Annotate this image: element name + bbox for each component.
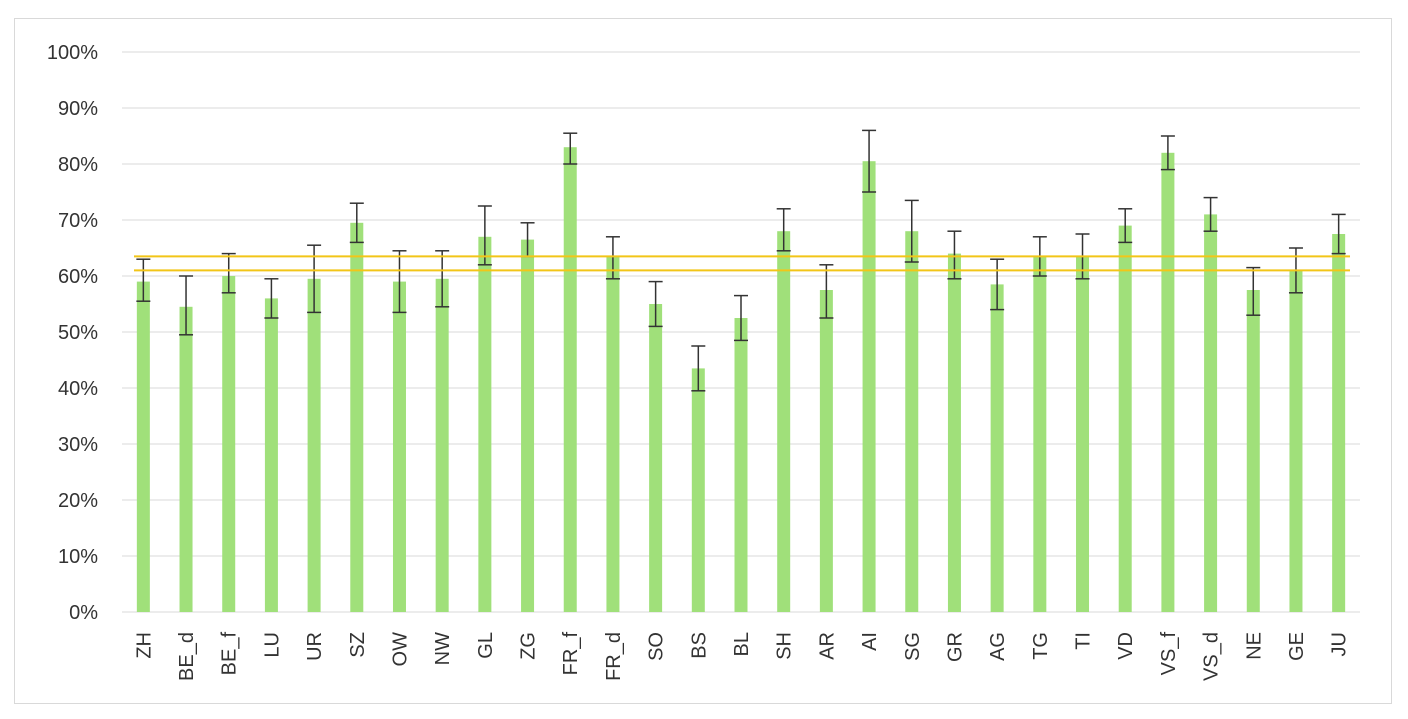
error-bar-NW bbox=[435, 250, 450, 308]
error-bar-SZ bbox=[349, 202, 364, 244]
x-tick-label: VS_f bbox=[1158, 632, 1180, 676]
x-tick-label: AR bbox=[816, 632, 838, 660]
error-bar-NE bbox=[1246, 266, 1261, 316]
bar-BS bbox=[691, 368, 705, 612]
error-bar-BS bbox=[691, 345, 706, 392]
error-bar-ZH bbox=[136, 258, 151, 302]
bar-FR_d bbox=[606, 256, 620, 612]
error-bar-SH bbox=[776, 208, 791, 252]
y-tick-label: 40% bbox=[58, 378, 98, 400]
x-tick-label: NW bbox=[432, 632, 454, 665]
error-bar-GL bbox=[477, 205, 492, 266]
x-tick-label: AG bbox=[987, 632, 1009, 661]
x-tick-label: BE_f bbox=[219, 632, 241, 676]
error-bar-OW bbox=[392, 250, 407, 314]
x-tick-label: SZ bbox=[347, 632, 369, 658]
error-bar-JU bbox=[1331, 213, 1346, 255]
bar-FR_f bbox=[563, 147, 577, 612]
error-bar-VD bbox=[1118, 208, 1133, 244]
x-tick-label: FR_d bbox=[603, 632, 625, 681]
bar-BE_f bbox=[222, 276, 236, 612]
y-tick-label: 10% bbox=[58, 546, 98, 568]
x-tick-label: ZG bbox=[518, 632, 540, 660]
bar-OW bbox=[392, 281, 406, 612]
x-tick-label: GL bbox=[475, 632, 497, 659]
y-tick-label: 80% bbox=[58, 154, 98, 176]
x-tick-label: SH bbox=[774, 632, 796, 660]
error-bars bbox=[136, 129, 1346, 392]
x-tick-label: AI bbox=[859, 632, 881, 651]
error-bar-LU bbox=[264, 278, 279, 319]
bar-GE bbox=[1289, 270, 1303, 612]
bar-NE bbox=[1246, 290, 1260, 612]
x-tick-label: BL bbox=[731, 632, 753, 656]
error-bar-FR_f bbox=[563, 132, 578, 165]
y-tick-label: 70% bbox=[58, 210, 98, 232]
bar-SZ bbox=[350, 222, 364, 613]
x-tick-label: SO bbox=[646, 632, 668, 661]
bar-SG bbox=[905, 231, 919, 612]
x-tick-label: TI bbox=[1073, 632, 1095, 650]
bar-VS_f bbox=[1161, 152, 1175, 613]
bar-SH bbox=[777, 231, 791, 612]
y-tick-label: 30% bbox=[58, 434, 98, 456]
error-bar-SG bbox=[904, 199, 919, 263]
bar-GR bbox=[947, 253, 961, 612]
bar-AG bbox=[990, 284, 1004, 612]
bar-UR bbox=[307, 278, 321, 612]
x-tick-label: TG bbox=[1030, 632, 1052, 660]
y-tick-label: 50% bbox=[58, 322, 98, 344]
x-tick-label: BE_d bbox=[176, 632, 198, 681]
error-bar-FR_d bbox=[605, 236, 620, 280]
reference-lines bbox=[134, 255, 1350, 272]
y-axis-ticks: 0% 10% 20% 30% 40% 50% 60% 70% 80% 90% 100% bbox=[47, 42, 98, 624]
x-tick-label: GE bbox=[1286, 632, 1308, 661]
y-tick-label: 0% bbox=[69, 602, 98, 624]
error-bar-VS_f bbox=[1160, 135, 1175, 171]
x-tick-label: UR bbox=[304, 632, 326, 661]
y-tick-label: 100% bbox=[47, 42, 98, 64]
bars bbox=[136, 147, 1346, 613]
y-tick-label: 90% bbox=[58, 98, 98, 120]
x-tick-label: VD bbox=[1115, 632, 1137, 660]
bar-VS_d bbox=[1204, 214, 1218, 612]
bar-AI bbox=[862, 161, 876, 612]
bar-LU bbox=[264, 298, 278, 612]
error-bar-BE_d bbox=[179, 275, 194, 336]
x-tick-label: GR bbox=[944, 632, 966, 662]
x-tick-label: NE bbox=[1243, 632, 1265, 660]
x-tick-label: VS_d bbox=[1201, 632, 1223, 681]
x-tick-label: FR_f bbox=[560, 632, 582, 676]
bar-BE_d bbox=[179, 306, 193, 612]
error-bar-BL bbox=[734, 294, 748, 342]
bar-SO bbox=[649, 304, 663, 612]
y-tick-label: 60% bbox=[58, 266, 98, 288]
error-bar-VS_d bbox=[1203, 196, 1218, 232]
bar-VD bbox=[1118, 225, 1132, 612]
bar-TI bbox=[1076, 256, 1090, 612]
bar-ZG bbox=[521, 239, 535, 612]
x-tick-label: OW bbox=[389, 632, 411, 667]
bar-JU bbox=[1332, 234, 1346, 612]
bar-GL bbox=[478, 236, 492, 613]
bar-ZH bbox=[136, 281, 150, 612]
x-tick-label: JU bbox=[1329, 632, 1351, 656]
bar-NW bbox=[435, 278, 449, 612]
error-bar-BE_f bbox=[221, 252, 236, 294]
error-bar-AG bbox=[990, 258, 1005, 311]
x-tick-label: ZH bbox=[133, 632, 155, 659]
x-tick-label: SG bbox=[902, 632, 924, 661]
bar-AR bbox=[819, 290, 833, 612]
y-tick-label: 20% bbox=[58, 490, 98, 512]
grid-lines bbox=[122, 51, 1360, 613]
x-axis-ticks: ZH BE_d BE_f LU UR SZ OW NW GL ZG FR_f FR_d SO BS BL SH… bbox=[133, 632, 1350, 681]
x-tick-label: LU bbox=[261, 632, 283, 658]
error-bar-AR bbox=[819, 264, 834, 319]
x-tick-label: BS bbox=[688, 632, 710, 659]
bar-BL bbox=[734, 318, 748, 612]
bar-TG bbox=[1033, 256, 1047, 612]
error-bar-SO bbox=[648, 280, 663, 328]
error-bar-AI bbox=[862, 129, 877, 193]
